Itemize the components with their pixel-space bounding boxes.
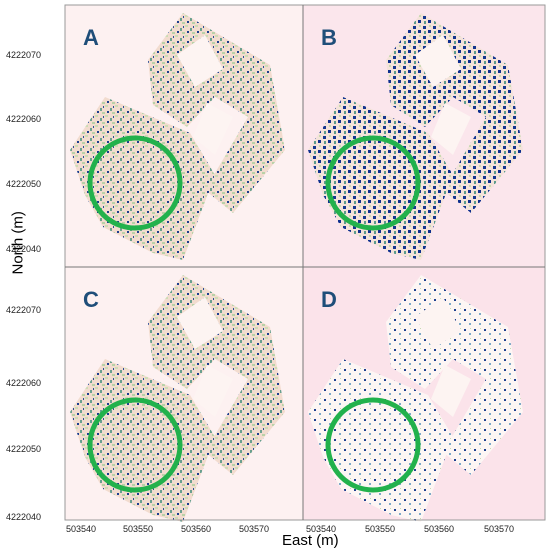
y-tick-label-bottom: 4222050 xyxy=(6,444,41,454)
field-gap xyxy=(193,103,233,155)
field-gap xyxy=(193,365,233,417)
field-gap xyxy=(415,297,461,349)
y-tick-label-top: 4222040 xyxy=(6,244,41,254)
highlight-circle xyxy=(87,135,183,231)
x-tick-label-left: 503540 xyxy=(66,524,96,534)
highlight-circle xyxy=(87,397,183,493)
x-axis-title: East (m) xyxy=(282,532,339,549)
field-gap xyxy=(431,103,471,155)
x-tick-label-right: 503550 xyxy=(365,524,395,534)
x-tick-label-left: 503550 xyxy=(123,524,153,534)
highlight-circle xyxy=(325,135,421,231)
y-tick-label-bottom: 4222040 xyxy=(6,512,41,522)
panel-a xyxy=(70,13,285,260)
y-tick-label-top: 4222060 xyxy=(6,114,41,124)
panel-label-a: A xyxy=(83,25,99,50)
panel-label-d: D xyxy=(321,287,337,312)
field-gap xyxy=(431,365,471,417)
x-tick-label-left: 503560 xyxy=(181,524,211,534)
panel-c xyxy=(70,275,285,522)
x-tick-label-right: 503560 xyxy=(424,524,454,534)
plot-frame xyxy=(64,4,546,521)
panel-label-b: B xyxy=(321,25,337,50)
x-tick-label-right: 503570 xyxy=(484,524,514,534)
y-tick-label-top: 4222070 xyxy=(6,50,41,60)
field-gap xyxy=(177,35,223,87)
field-gap xyxy=(415,35,461,87)
panel-d xyxy=(308,275,523,522)
field-gap xyxy=(177,297,223,349)
panel-label-c: C xyxy=(83,287,99,312)
panel-b xyxy=(308,13,523,260)
y-tick-label-top: 4222050 xyxy=(6,179,41,189)
y-tick-label-bottom: 4222070 xyxy=(6,305,41,315)
x-tick-label-right: 503540 xyxy=(306,524,336,534)
x-tick-label-left: 503570 xyxy=(239,524,269,534)
y-tick-label-bottom: 4222060 xyxy=(6,378,41,388)
highlight-circle xyxy=(325,397,421,493)
y-axis-title: North (m) xyxy=(9,211,27,275)
